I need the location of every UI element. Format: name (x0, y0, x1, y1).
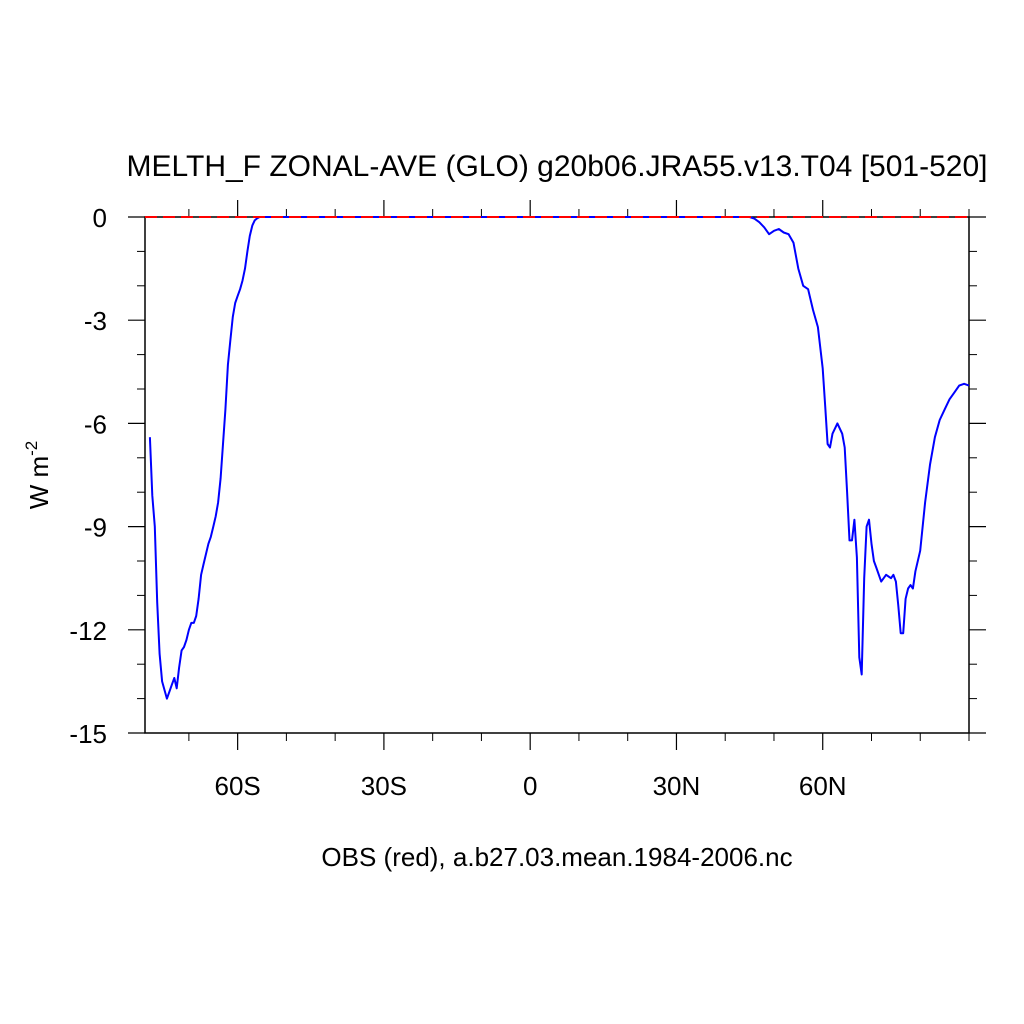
chart-title: MELTH_F ZONAL-AVE (GLO) g20b06.JRA55.v13… (127, 150, 988, 183)
plot-area: 0 -3 -6 -9 -12 -15 60S 30S 0 30N 60N (69, 200, 986, 801)
series-layer (145, 216, 970, 700)
x-tick-label: 60S (215, 771, 261, 801)
y-tick-label: -9 (84, 513, 107, 543)
y-tick-label: -15 (69, 719, 107, 749)
minor-ticks (137, 209, 977, 741)
x-tick-label: 30S (361, 771, 407, 801)
x-tick-label: 30N (653, 771, 701, 801)
x-tick-label: 60N (799, 771, 847, 801)
model-series-line (148, 216, 970, 700)
y-axis-ticks: 0 -3 -6 -9 -12 -15 (69, 203, 986, 749)
y-axis-label: W m-2 (22, 441, 54, 510)
y-tick-label: -6 (84, 409, 107, 439)
x-axis-ticks: 60S 30S 0 30N 60N (215, 200, 847, 801)
x-axis-label: OBS (red), a.b27.03.mean.1984-2006.nc (321, 842, 792, 872)
y-axis-label-superscript: -2 (22, 441, 41, 456)
y-tick-label: -12 (69, 616, 107, 646)
y-tick-label: -3 (84, 306, 107, 336)
y-axis-label-main: W m (24, 456, 54, 509)
x-tick-label: 0 (523, 771, 537, 801)
y-tick-label: 0 (93, 203, 107, 233)
